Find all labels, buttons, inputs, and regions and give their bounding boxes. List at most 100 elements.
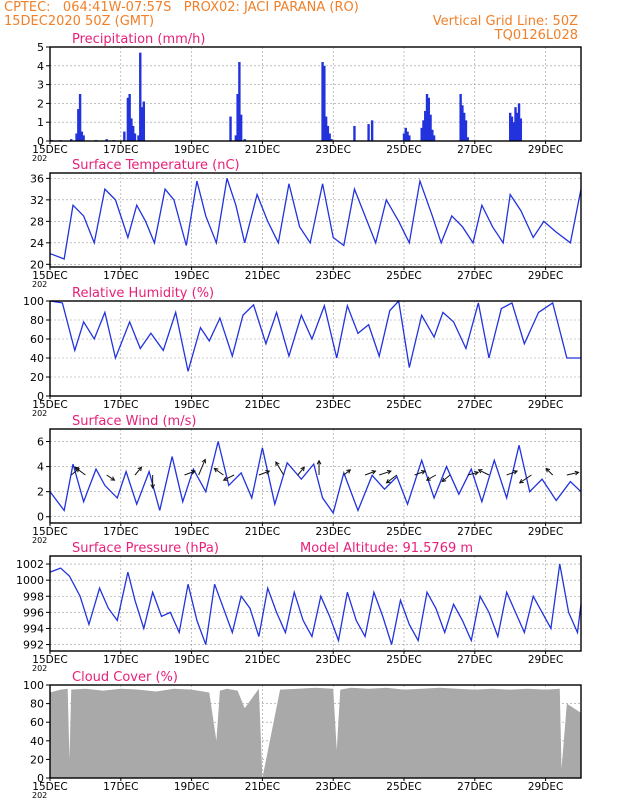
precip-bar: [239, 114, 243, 141]
x-tick-label: 25DEC: [386, 781, 421, 793]
x-tick-label: 21DEC: [245, 781, 280, 793]
wind-vector: [74, 466, 86, 476]
x-tick-label: 17DEC: [103, 526, 138, 538]
x-tick-label: 19DEC: [174, 781, 209, 793]
header-station: CPTEC: 064:41W-07:57S PROX02: JACI PARAN…: [4, 0, 359, 15]
cloud-title: Cloud Cover (%): [72, 670, 178, 685]
x-tick-label: 29DEC: [528, 526, 563, 538]
x-tick-label: 29DEC: [528, 781, 563, 793]
x-tick-label: 23DEC: [315, 144, 350, 156]
precip-bar: [427, 97, 430, 141]
precip-bar: [243, 139, 246, 141]
y-tick-label: 100: [23, 295, 44, 308]
x-tick-label: 15DEC: [32, 270, 67, 282]
y-tick-label: 80: [30, 314, 44, 327]
precip-bar: [466, 137, 469, 141]
y-tick-label: 6: [37, 436, 44, 449]
y-tick-label: 1: [37, 116, 44, 129]
y-tick-label: 24: [30, 237, 44, 250]
precip-bar: [370, 120, 374, 141]
wind-vector: [184, 470, 196, 476]
x-year-label: 202: [32, 280, 47, 289]
precip-bar: [516, 112, 519, 141]
x-tick-label: 19DEC: [174, 270, 209, 282]
precip-bar: [425, 94, 429, 141]
panel-frame: [49, 300, 582, 397]
precip-bar: [77, 109, 80, 141]
precip-bar: [139, 52, 142, 141]
panel-pressure: 992 994 996 998 1000 1002 15DEC 17DEC 19DEC 21DEC…: [16, 541, 582, 673]
precip-bar: [429, 114, 432, 141]
precip-bar: [78, 94, 82, 141]
precip-bar: [236, 94, 239, 141]
precip-bar: [323, 65, 326, 141]
precip-bar: [509, 112, 512, 141]
precip-bar: [420, 127, 423, 141]
wind-vector: [386, 474, 398, 484]
x-tick-label: 25DEC: [386, 399, 421, 411]
x-tick-label: 15DEC: [32, 654, 67, 666]
precipitation-title: Precipitation (mm/h): [72, 32, 205, 47]
header: CPTEC: 064:41W-07:57S PROX02: JACI PARAN…: [0, 0, 618, 46]
precip-bar: [82, 135, 85, 141]
precip-bar: [328, 133, 331, 141]
wind-vector: [426, 474, 437, 481]
wind-vector: [506, 470, 518, 476]
x-tick-label: 27DEC: [457, 144, 492, 156]
x-tick-label: 15DEC: [32, 526, 67, 538]
y-tick-label: 20: [30, 753, 44, 766]
y-tick-label: 4: [37, 461, 44, 474]
y-tick-label: 60: [30, 333, 44, 346]
y-tick-label: 0: [37, 772, 44, 785]
pressure-series-line: [49, 563, 582, 645]
precip-bar: [512, 122, 515, 141]
wind-vector-head: [137, 466, 143, 472]
wind-vector: [258, 470, 270, 476]
wind-vector-head: [420, 470, 426, 475]
x-tick-label: 27DEC: [457, 399, 492, 411]
wind-vector-head: [150, 484, 156, 490]
wind-vector-head: [190, 470, 196, 475]
x-year-label: 202: [32, 409, 47, 418]
panel-temperature: 20 24 28 32 36 15DEC 17DEC 19DEC 21DEC 23DEC 25DEC…: [30, 158, 582, 289]
wind-vector-head: [316, 459, 322, 465]
precip-bar: [80, 131, 84, 141]
wind-vector-head: [518, 479, 524, 484]
panel-cloud: 0 20 40 60 80 100 15DEC 17DEC 19DEC 21DEC 23DEC 25D…: [23, 670, 582, 800]
precip-bar: [70, 139, 73, 141]
precip-bar: [321, 62, 324, 141]
precip-bar: [238, 62, 241, 141]
y-tick-label: 0: [37, 135, 44, 148]
precip-bar: [105, 139, 108, 141]
x-tick-label: 17DEC: [103, 399, 138, 411]
precip-bar: [126, 97, 130, 141]
y-tick-label: 4: [37, 60, 44, 73]
y-tick-label: 2: [37, 486, 44, 499]
y-tick-label: 40: [30, 352, 44, 365]
y-tick-label: 2: [37, 97, 44, 110]
y-tick-label: 3: [37, 79, 44, 92]
wind-vector: [214, 468, 224, 476]
x-tick-label: 21DEC: [245, 399, 280, 411]
cloud-area: [50, 687, 581, 778]
humidity-series-line: [49, 299, 581, 372]
x-tick-label: 23DEC: [315, 399, 350, 411]
panel-frame: [49, 172, 582, 268]
x-tick-label: 23DEC: [315, 526, 350, 538]
precip-bar: [234, 135, 238, 141]
precip-bar: [422, 120, 425, 141]
x-tick-label: 15DEC: [32, 399, 67, 411]
precip-bar: [140, 107, 144, 141]
wind-vector: [134, 466, 142, 476]
precip-bar: [75, 133, 78, 141]
wind-vector-head: [371, 470, 377, 475]
x-tick-label: 15DEC: [32, 781, 67, 793]
y-tick-label: 60: [30, 716, 44, 729]
pressure-title: Surface Pressure (hPa): [72, 541, 219, 556]
precip-bar: [131, 125, 135, 141]
precip-bar: [130, 118, 133, 141]
wind-vector-head: [346, 469, 352, 474]
x-tick-label: 15DEC: [32, 144, 67, 156]
x-tick-label: 29DEC: [528, 399, 563, 411]
